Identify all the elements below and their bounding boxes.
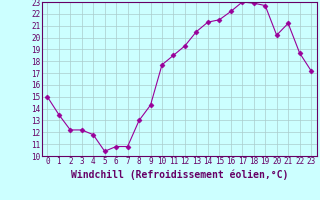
X-axis label: Windchill (Refroidissement éolien,°C): Windchill (Refroidissement éolien,°C) — [70, 169, 288, 180]
